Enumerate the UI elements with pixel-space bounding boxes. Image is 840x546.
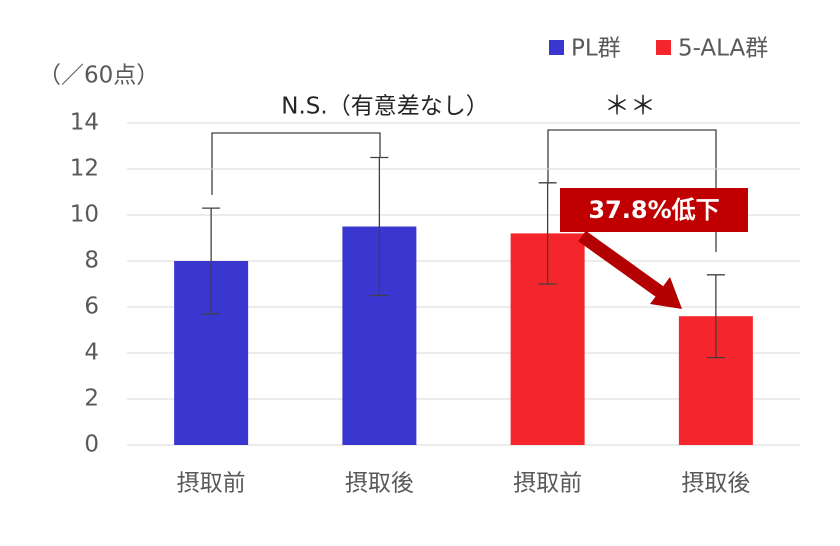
plot: 0 2 4 6 8 10 12 14 摂取前 摂取後 摂取前 摂取後 PL群 5-ALA群 — [70, 36, 800, 497]
legend-swatch — [549, 40, 564, 55]
y-tick-label: 14 — [70, 110, 99, 136]
legend-swatch — [656, 40, 671, 55]
x-tick-label: 摂取前 — [177, 471, 246, 497]
x-tick-label: 摂取前 — [513, 471, 582, 497]
x-tick-label: 摂取後 — [681, 471, 750, 497]
annotation: N.S.（有意差なし） — [281, 94, 488, 120]
arrow — [578, 230, 667, 300]
y-tick-label: 8 — [84, 248, 99, 274]
error-bar — [370, 156, 389, 297]
y-tick-label: 6 — [84, 294, 99, 320]
arrow-head — [650, 277, 682, 309]
legend-label: 5-ALA群 — [678, 36, 768, 62]
bracket — [211, 132, 381, 195]
y-tick-label: 10 — [70, 202, 99, 228]
y-axis-label: （／60点） — [38, 63, 159, 89]
y-tick-label: 4 — [84, 340, 99, 366]
legend-label: PL群 — [571, 36, 621, 62]
y-tick-label: 0 — [84, 432, 99, 458]
callout-text: 37.8%低下 — [588, 196, 719, 224]
callout-box — [560, 188, 748, 232]
error-bar — [538, 182, 557, 285]
error-bar — [202, 207, 221, 315]
error-bar — [706, 274, 725, 359]
annotation: ＊＊ — [604, 92, 656, 122]
x-tick-label: 摂取後 — [345, 471, 414, 497]
y-tick-label: 12 — [70, 156, 99, 182]
y-tick-label: 2 — [84, 386, 99, 412]
